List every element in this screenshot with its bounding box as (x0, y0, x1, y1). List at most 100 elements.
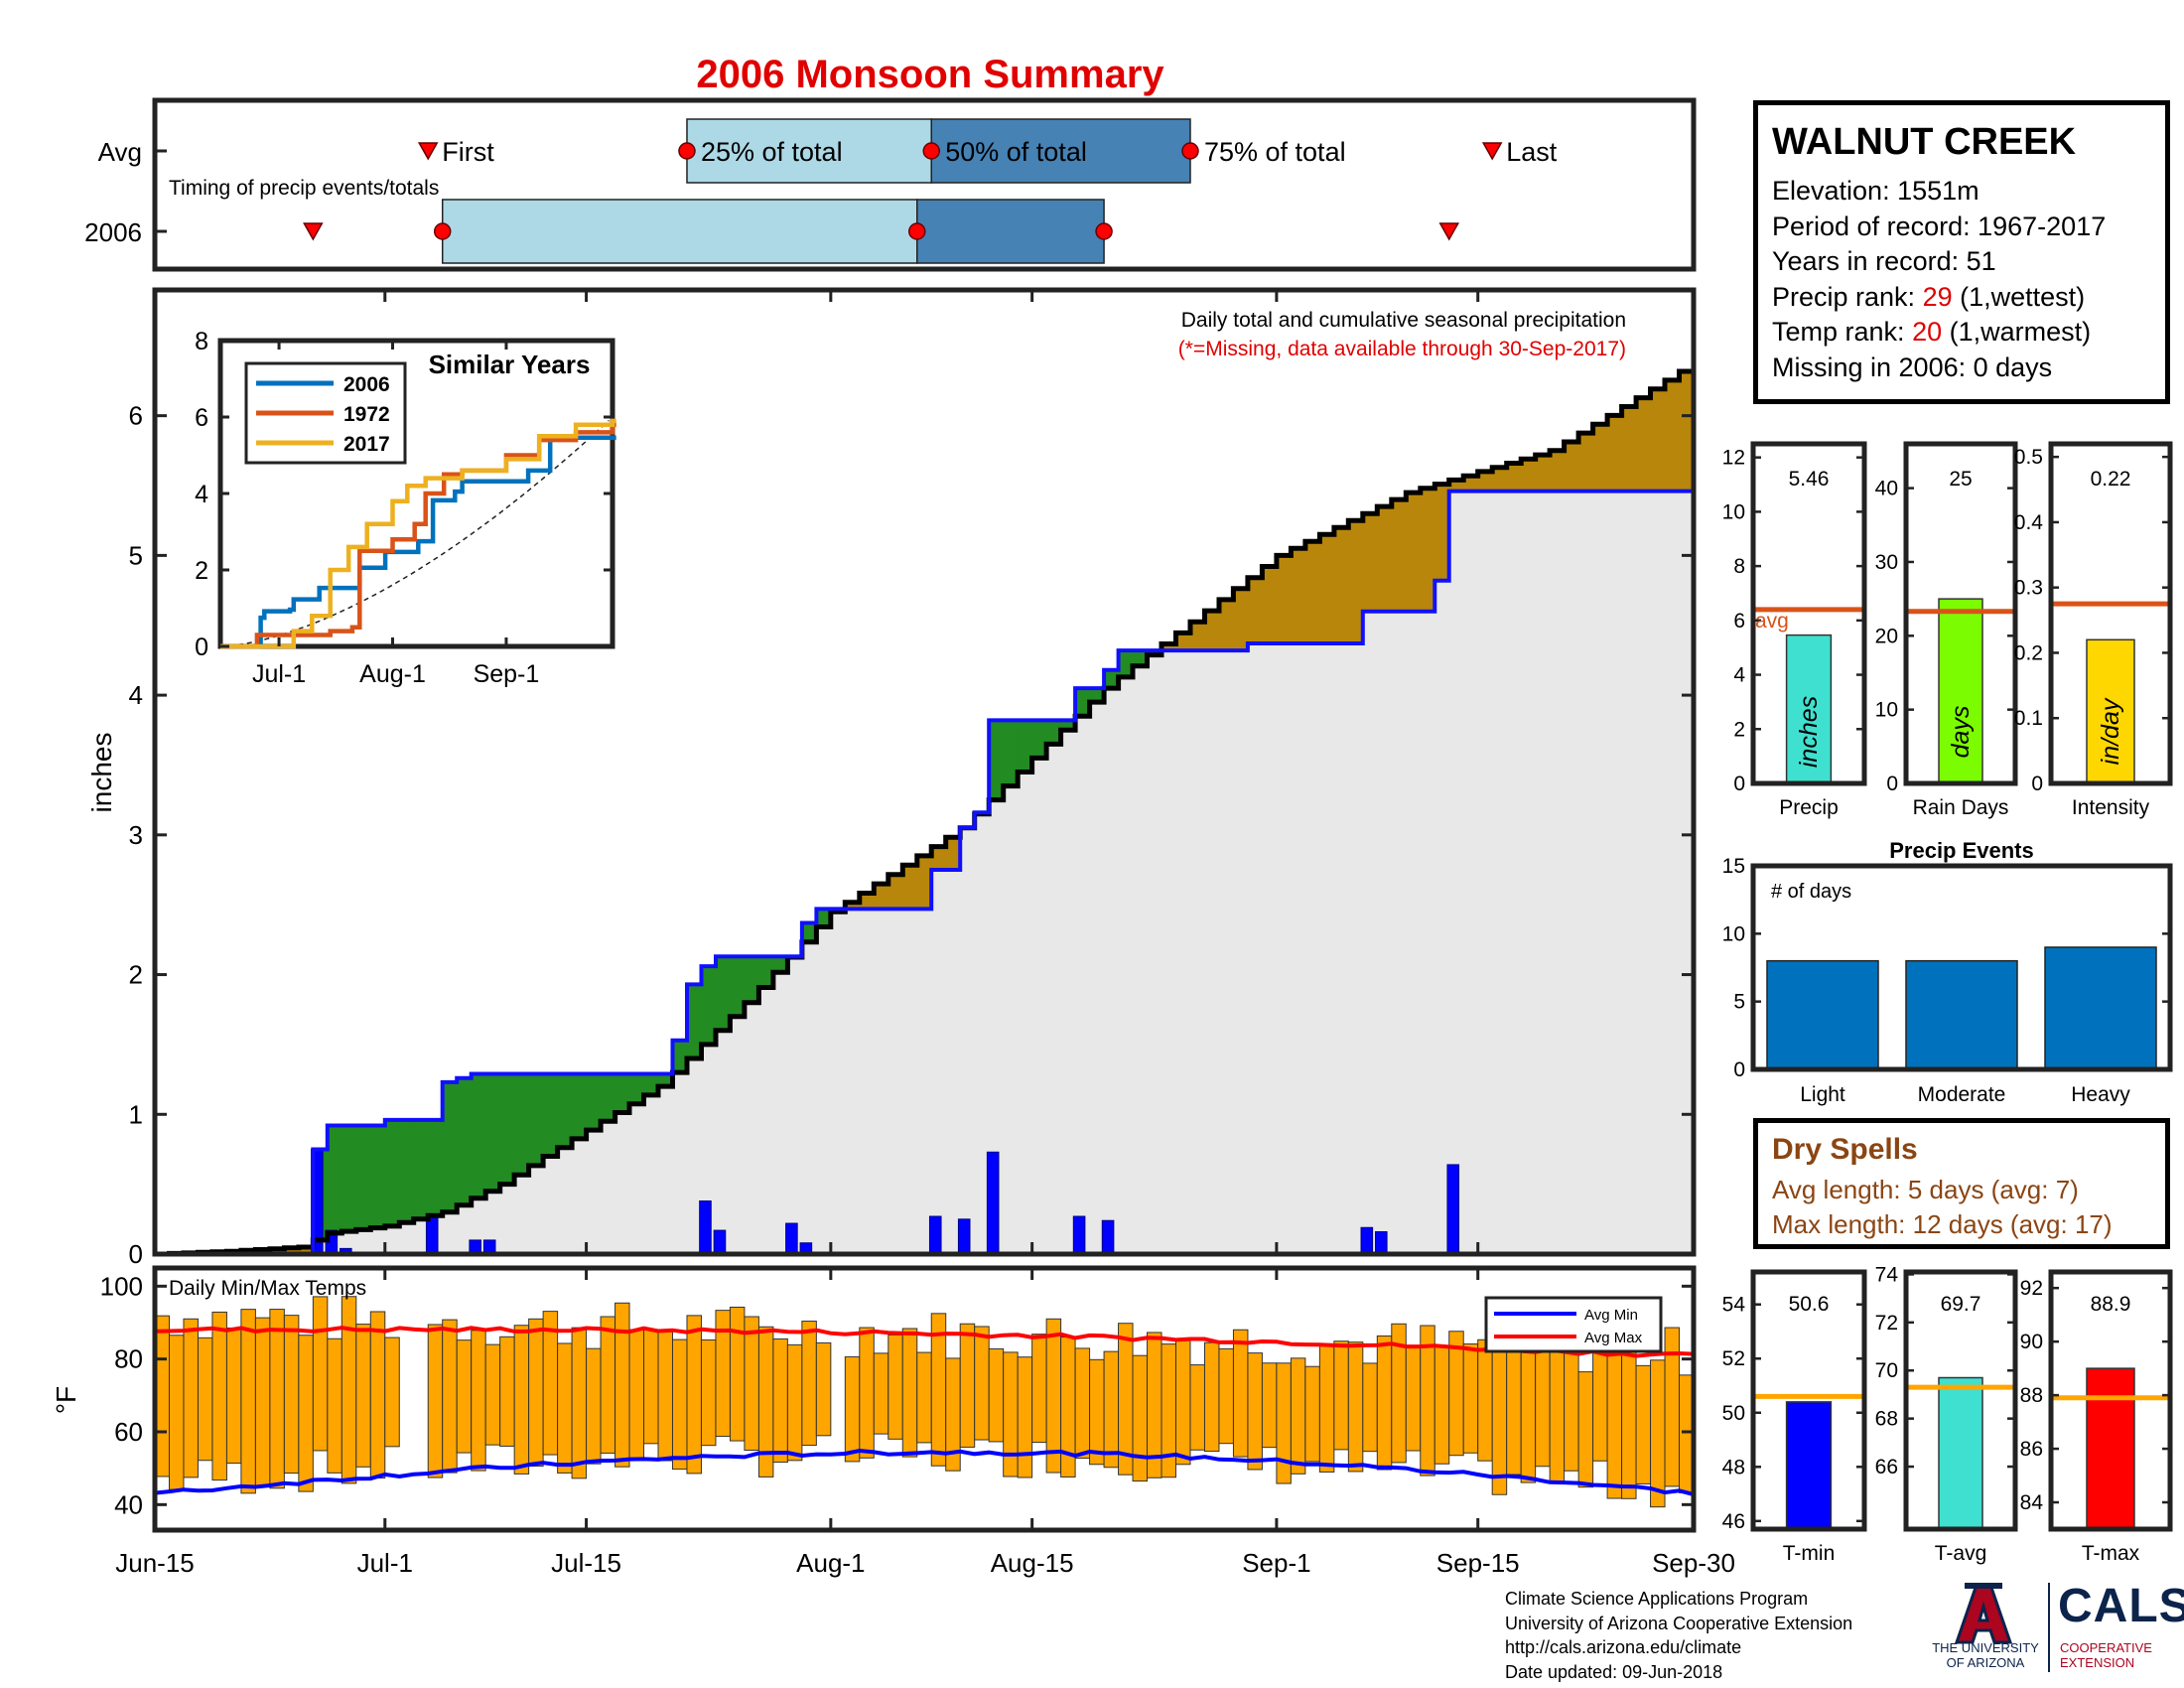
summary-y-tick-label: 8 (1733, 555, 1745, 578)
x-tick-label: Jun-15 (115, 1548, 195, 1578)
daily-temp-range-bar (614, 1302, 630, 1468)
summary-y-tick-label: 0.5 (2014, 446, 2043, 469)
y-tick-label: 2 (129, 960, 143, 990)
temp-summary-label: T-min (1783, 1542, 1836, 1565)
summary-bar (1785, 633, 1833, 784)
period-row: Period of record: 1967-2017 (1772, 211, 2107, 241)
baseline-fill-mark (1391, 611, 1407, 1254)
baseline-fill-mark (1291, 643, 1306, 1254)
daily-temp-range-bar (1175, 1339, 1191, 1466)
baseline-fill-mark (499, 1184, 515, 1254)
wetter-than-avg-fill (1448, 480, 1464, 492)
baseline-fill-mark (643, 1094, 659, 1254)
inset-y-tick-label: 0 (195, 633, 208, 661)
daily-temp-range-bar (1031, 1334, 1047, 1444)
timing-50-label: 50% of total (945, 137, 1087, 167)
daily-temp-range-bar (1247, 1352, 1263, 1471)
daily-temp-range-bar (671, 1338, 688, 1471)
baseline-fill-mark (413, 1218, 429, 1254)
timing-percentile-marker (678, 142, 696, 160)
daily-temp-range-bar (1448, 1331, 1464, 1457)
baseline-fill-mark (845, 909, 861, 1254)
wetter-than-avg-fill (1348, 520, 1364, 644)
events-y-tick-label: 0 (1733, 1058, 1745, 1081)
drier-than-avg-fill (744, 956, 760, 1003)
baseline-fill-mark (1521, 491, 1537, 1255)
daily-precip-bar (928, 1215, 942, 1255)
wetter-than-avg-fill (1276, 555, 1292, 644)
drier-than-avg-fill (471, 1073, 486, 1198)
temp-summary-tick-label: 72 (1875, 1312, 1898, 1335)
temp-summary-value: 69.7 (1941, 1293, 1981, 1316)
summary-y-tick-label: 0.2 (2014, 641, 2043, 664)
temperature-panel: 40 60 80 100 Jun-15 Jul-1 Jul-15 Aug-1 Aug-15 Sep… (51, 1265, 1735, 1578)
x-tick-label: Aug-15 (991, 1548, 1074, 1578)
missing-row: Missing in 2006: 0 days (1772, 352, 2053, 382)
baseline-fill-mark (859, 909, 875, 1254)
summary-bar-frame (1750, 441, 1867, 786)
drier-than-avg-fill (327, 1125, 342, 1233)
daily-temp-range-bar (283, 1315, 300, 1475)
wetter-than-avg-fill (1621, 406, 1637, 492)
baseline-fill-mark (1564, 491, 1579, 1255)
daily-precip-bar (986, 1151, 1000, 1255)
drier-than-avg-fill (816, 909, 832, 927)
drier-than-avg-fill (1018, 720, 1033, 773)
temp-summary-tick-label: 74 (1875, 1263, 1899, 1286)
baseline-fill-mark (1133, 665, 1149, 1254)
wetter-than-avg-fill (1291, 548, 1306, 644)
baseline-fill-mark (772, 972, 788, 1254)
inset-y-tick-label: 2 (195, 557, 208, 585)
drier-than-avg-fill (1060, 720, 1076, 731)
x-tick-label: Sep-30 (1652, 1548, 1735, 1578)
timing-box-25-50 (686, 118, 932, 184)
daily-temp-range-bar (1621, 1340, 1637, 1499)
events-title: Precip Events (1889, 838, 2034, 863)
drier-than-avg-fill (989, 720, 1005, 800)
wetter-than-avg-fill (1362, 513, 1378, 612)
precip-rank-row: Precip rank: 29 (1,wettest) (1772, 281, 2086, 312)
cals-logo-text: CALS (2058, 1580, 2184, 1632)
events-bar (1905, 959, 2018, 1070)
wetter-than-avg-fill (1521, 459, 1537, 492)
temp-summary-tick-label: 48 (1722, 1456, 1745, 1478)
baseline-fill-mark (658, 1086, 674, 1254)
baseline-fill-mark (1189, 650, 1206, 1254)
baseline-fill-mark (730, 1016, 746, 1254)
wetter-than-avg-fill (1550, 450, 1566, 492)
wetter-than-avg-fill (1506, 463, 1522, 492)
baseline-fill-mark (614, 1112, 630, 1254)
wetter-than-avg-fill (1650, 388, 1666, 492)
daily-temp-range-bar (528, 1318, 544, 1468)
wetter-than-avg-fill (1592, 424, 1608, 492)
daily-temp-range-bar (1664, 1327, 1681, 1487)
daily-temp-range-bar (384, 1336, 400, 1448)
drier-than-avg-fill (601, 1073, 616, 1122)
baseline-fill-mark (629, 1103, 645, 1254)
wetter-than-avg-fill (1233, 588, 1249, 651)
drier-than-avg-fill (629, 1073, 645, 1104)
logo-separator (2048, 1583, 2050, 1672)
x-tick-label: Sep-15 (1436, 1548, 1520, 1578)
temp-y-tick-label: 40 (114, 1489, 143, 1519)
inset-y-tick-label: 4 (195, 481, 208, 508)
daily-temp-range-bar (197, 1336, 213, 1462)
daily-temp-range-bar (1276, 1362, 1292, 1484)
events-y-tick-label: 5 (1733, 991, 1745, 1014)
baseline-fill-mark (1650, 491, 1666, 1255)
timing-first-last-marker (303, 222, 324, 241)
timing-box-50-75 (916, 199, 1105, 264)
wetter-than-avg-fill (874, 884, 889, 910)
temp-summary-tick-label: 50 (1722, 1402, 1745, 1425)
drier-than-avg-fill (686, 984, 703, 1058)
elevation-value: 1551m (1897, 176, 1979, 206)
inset-x-tick-label: Jul-1 (252, 660, 306, 688)
baseline-fill-mark (1578, 491, 1594, 1255)
wetter-than-avg-fill (1319, 534, 1335, 644)
summary-avg-label: avg (1755, 610, 1789, 633)
daily-temp-range-bar (586, 1347, 602, 1465)
y-tick-label: 3 (129, 820, 143, 850)
baseline-fill-mark (528, 1165, 544, 1254)
temp-summary-tick-label: 70 (1875, 1359, 1898, 1382)
daily-temp-range-bar (1318, 1345, 1335, 1473)
